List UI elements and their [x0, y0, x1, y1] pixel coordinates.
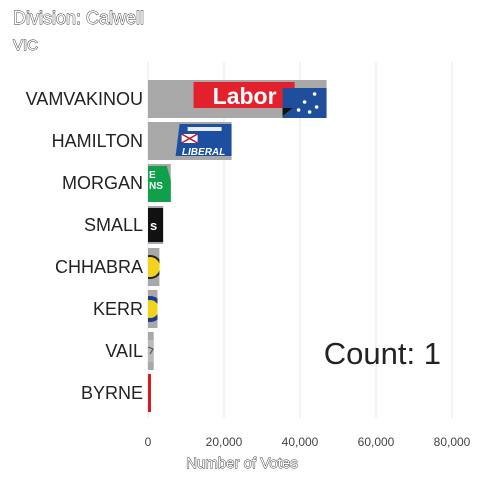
candidate-label: VAIL — [105, 341, 143, 361]
count-annotation: Count: 1 — [324, 336, 441, 371]
bar-hamilton: LIBERAL — [148, 122, 232, 160]
bar-byrne — [148, 374, 152, 412]
greens-logo-text: E — [149, 170, 156, 181]
party-logo-icon — [148, 374, 152, 412]
party-logo-icon: LIBERAL — [175, 124, 232, 158]
candidate-label: KERR — [93, 299, 143, 319]
labor-logo-text: Labor — [213, 83, 277, 109]
party-logo-icon — [148, 340, 154, 362]
x-tick-label: 40,000 — [282, 435, 319, 449]
candidate-label: MORGAN — [62, 173, 143, 193]
chart-subtitle: VIC — [13, 37, 38, 54]
small-logo-text: s — [150, 218, 157, 233]
x-tick-label: 60,000 — [358, 435, 395, 449]
candidate-label: SMALL — [84, 215, 143, 235]
x-tick-label: 0 — [145, 435, 152, 449]
bar-kerr — [148, 290, 158, 328]
candidate-label: BYRNE — [81, 383, 143, 403]
party-logo-icon: ENS — [148, 166, 171, 202]
candidate-label: HAMILTON — [52, 131, 143, 151]
party-logo-icon: s — [148, 208, 164, 242]
x-tick-label: 20,000 — [206, 435, 243, 449]
candidate-label: VAMVAKINOU — [26, 89, 143, 109]
candidate-labels: VAMVAKINOU HAMILTON MORGAN SMALL CHHABRA KERR… — [26, 89, 143, 403]
x-tick-label: 80,000 — [434, 435, 471, 449]
chart-title: Division: Calwell — [13, 8, 144, 28]
party-logo-icon — [148, 296, 158, 322]
candidate-label: CHHABRA — [55, 257, 143, 277]
party-logo-icon: Labor — [193, 82, 327, 118]
x-axis-ticks: 0 20,000 40,000 60,000 80,000 — [145, 435, 471, 449]
bar-chhabra — [148, 248, 160, 286]
bar-vamvakinou: Labor — [148, 80, 327, 118]
party-logo-icon — [148, 255, 160, 279]
bar-small: s — [148, 206, 164, 244]
bars-group: Labor LIBERAL ENS s — [148, 80, 327, 412]
bar-morgan: ENS — [148, 164, 171, 202]
bar-vail — [148, 332, 154, 370]
liberal-logo-text: LIBERAL — [182, 147, 225, 158]
greens-logo-text: NS — [149, 181, 163, 192]
x-axis-label: Number of Votes — [186, 455, 298, 472]
